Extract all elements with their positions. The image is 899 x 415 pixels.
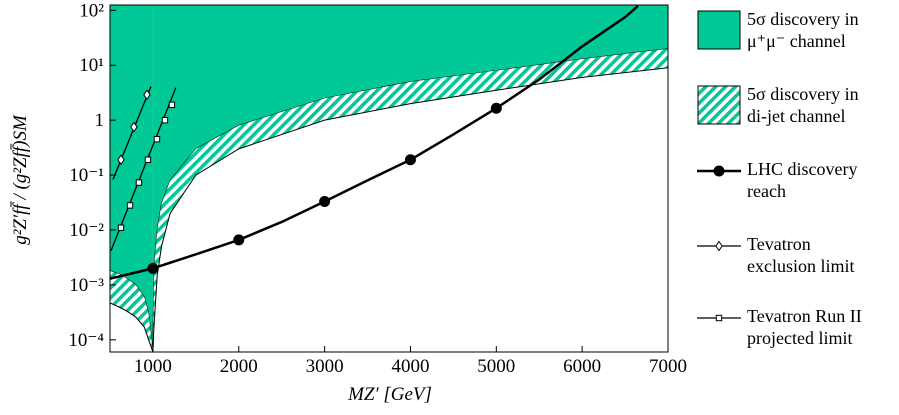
chart: MZ′ [GeV] g²Z′ff̄ / (g²Zff̄)SM 1000 2000 3… xyxy=(10,0,687,405)
legend-patch xyxy=(697,10,741,50)
x-tick-label: 7000 xyxy=(649,356,687,377)
legend-patch xyxy=(697,85,741,125)
point xyxy=(153,135,161,143)
region-boundary xyxy=(152,67,668,352)
legend-swatch xyxy=(697,314,741,322)
x-tick-label: 2000 xyxy=(220,356,258,377)
region-area xyxy=(152,48,668,352)
region-area xyxy=(152,5,668,352)
legend-item: 5σ discovery in μ⁺μ⁻ channel xyxy=(697,8,897,68)
x-tick-label: 4000 xyxy=(391,356,429,377)
series-line xyxy=(110,5,639,280)
region-area xyxy=(110,270,153,352)
series-line xyxy=(112,86,152,180)
legend-label: Tevatron Run II projected limit xyxy=(747,306,862,348)
y-axis-label: g²Z′ff̄ / (g²Zff̄)SM xyxy=(10,114,31,245)
y-tick-label: 10⁻¹ xyxy=(69,165,104,186)
point xyxy=(233,234,245,246)
x-tick-label: 1000 xyxy=(134,356,172,377)
point xyxy=(144,156,152,163)
legend-swatch xyxy=(697,85,741,125)
point xyxy=(130,121,138,133)
y-tick-label: 10⁻³ xyxy=(69,275,104,296)
point xyxy=(490,102,502,114)
legend-item: 5σ discovery in di-jet channel xyxy=(697,83,897,143)
y-tick-label: 10⁻⁴ xyxy=(68,330,104,351)
point xyxy=(126,202,134,209)
point xyxy=(161,116,169,124)
legend-label: Tevatron exclusion limit xyxy=(747,234,855,276)
legend-item: LHC discovery reach xyxy=(697,158,897,218)
legend-item: Tevatron Run II projected limit xyxy=(697,305,897,365)
legend-swatch xyxy=(697,165,741,177)
point xyxy=(147,262,159,274)
y-tick-label: 10⁻² xyxy=(69,220,104,241)
x-axis-label: MZ′ [GeV] xyxy=(347,384,432,405)
region-boundary xyxy=(152,48,668,352)
x-tick-label: 5000 xyxy=(477,356,515,377)
legend-label: LHC discovery reach xyxy=(747,159,858,201)
point xyxy=(117,154,125,166)
y-tick-label: 10² xyxy=(79,0,104,21)
x-tick-label: 6000 xyxy=(563,356,601,377)
point xyxy=(117,224,125,231)
point xyxy=(715,240,723,252)
point xyxy=(713,165,725,177)
point xyxy=(135,179,143,186)
region-boundary xyxy=(110,302,154,352)
region-area xyxy=(110,5,153,352)
point xyxy=(168,101,176,109)
x-tick-label: 3000 xyxy=(306,356,344,377)
plot-frame xyxy=(109,4,669,353)
y-tick-label: 10¹ xyxy=(79,55,104,76)
legend-swatch xyxy=(697,240,741,252)
point xyxy=(404,154,416,166)
legend-label: 5σ discovery in μ⁺μ⁻ channel xyxy=(747,9,859,51)
point xyxy=(715,314,723,322)
legend-item: Tevatron exclusion limit xyxy=(697,233,897,293)
point xyxy=(319,196,331,208)
y-tick-label: 1 xyxy=(95,110,105,131)
legend-label: 5σ discovery in di-jet channel xyxy=(747,84,859,126)
point xyxy=(143,89,151,101)
series-line xyxy=(110,87,177,251)
legend-swatch xyxy=(697,10,741,50)
